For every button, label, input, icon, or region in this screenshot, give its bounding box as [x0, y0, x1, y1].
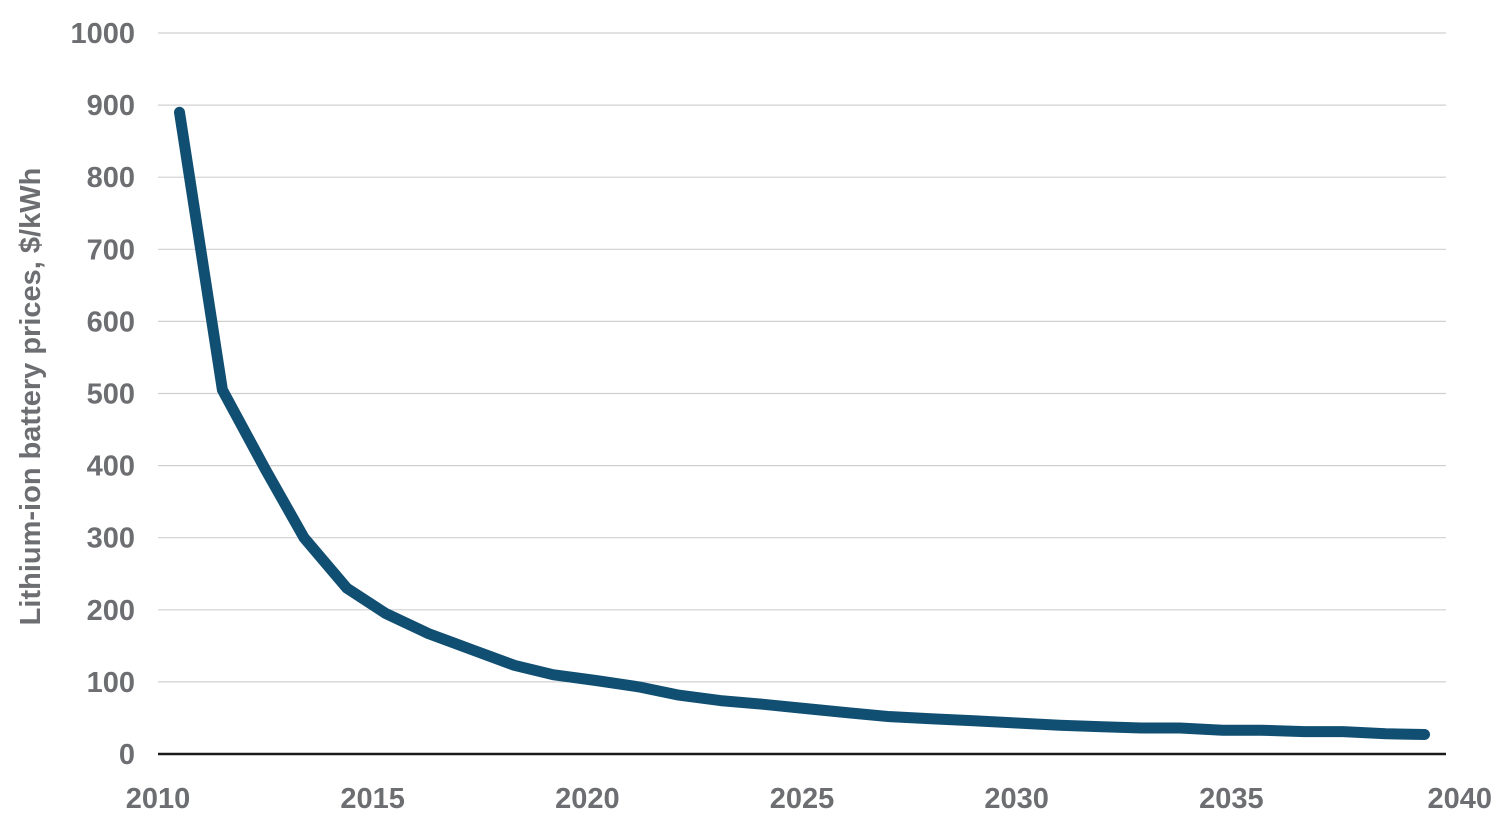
y-tick-label: 200: [87, 595, 135, 627]
y-tick-label: 300: [87, 523, 135, 555]
y-tick-label: 100: [87, 667, 135, 699]
y-tick-label: 600: [87, 306, 135, 338]
y-axis-title: Lithium-ion battery prices, $/kWh: [15, 168, 47, 626]
x-axis-ticks: 2010 2015 2020 2025 2030 2035 2040: [126, 783, 1492, 815]
series-group: [174, 106, 1430, 740]
series-line: [174, 106, 1430, 740]
x-tick-label: 2015: [340, 783, 405, 815]
x-tick-label: 2035: [1199, 783, 1264, 815]
x-tick-label: 2030: [984, 783, 1049, 815]
y-tick-label: 900: [87, 90, 135, 122]
x-tick-label: 2020: [555, 783, 620, 815]
x-tick-label: 2040: [1427, 783, 1492, 815]
y-tick-label: 800: [87, 162, 135, 194]
y-tick-label: 1000: [70, 18, 135, 50]
x-tick-label: 2010: [126, 783, 191, 815]
x-tick-label: 2025: [770, 783, 835, 815]
y-tick-label: 500: [87, 379, 135, 411]
y-tick-label: 400: [87, 451, 135, 483]
y-axis-ticks: 0 100 200 300 400 500 600 700 800 900 1000: [70, 18, 135, 771]
y-tick-label: 700: [87, 234, 135, 266]
y-tick-label: 0: [119, 739, 135, 771]
